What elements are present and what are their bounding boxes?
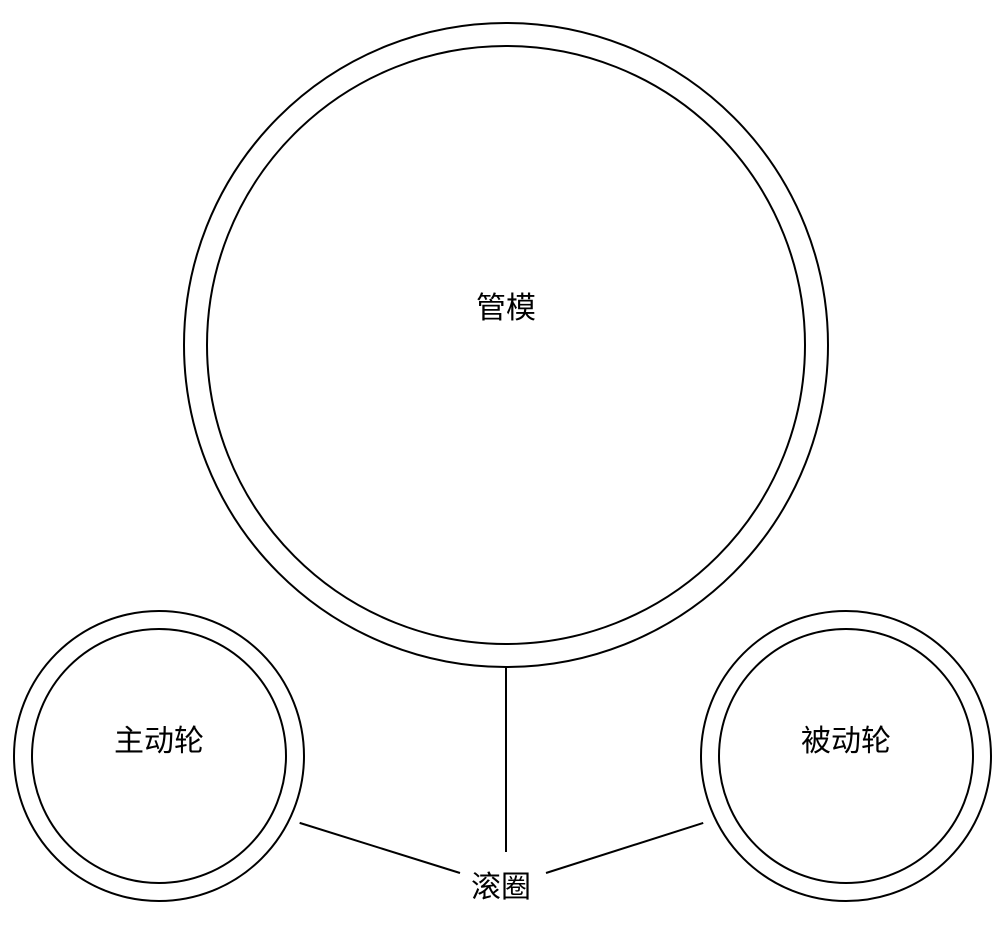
- driving-wheel-label: 主动轮: [114, 716, 204, 760]
- leader-line-right: [546, 822, 704, 874]
- leader-line-center: [505, 668, 507, 852]
- pipe-mold-label: 管模: [476, 283, 536, 327]
- leader-line-left: [300, 822, 461, 874]
- roller-diagram: 管模 主动轮 被动轮 滚圈: [0, 0, 1000, 926]
- driven-wheel-label: 被动轮: [801, 716, 891, 760]
- pipe-mold-inner-ring: [206, 45, 806, 645]
- rolling-ring-annotation: 滚圈: [467, 858, 535, 910]
